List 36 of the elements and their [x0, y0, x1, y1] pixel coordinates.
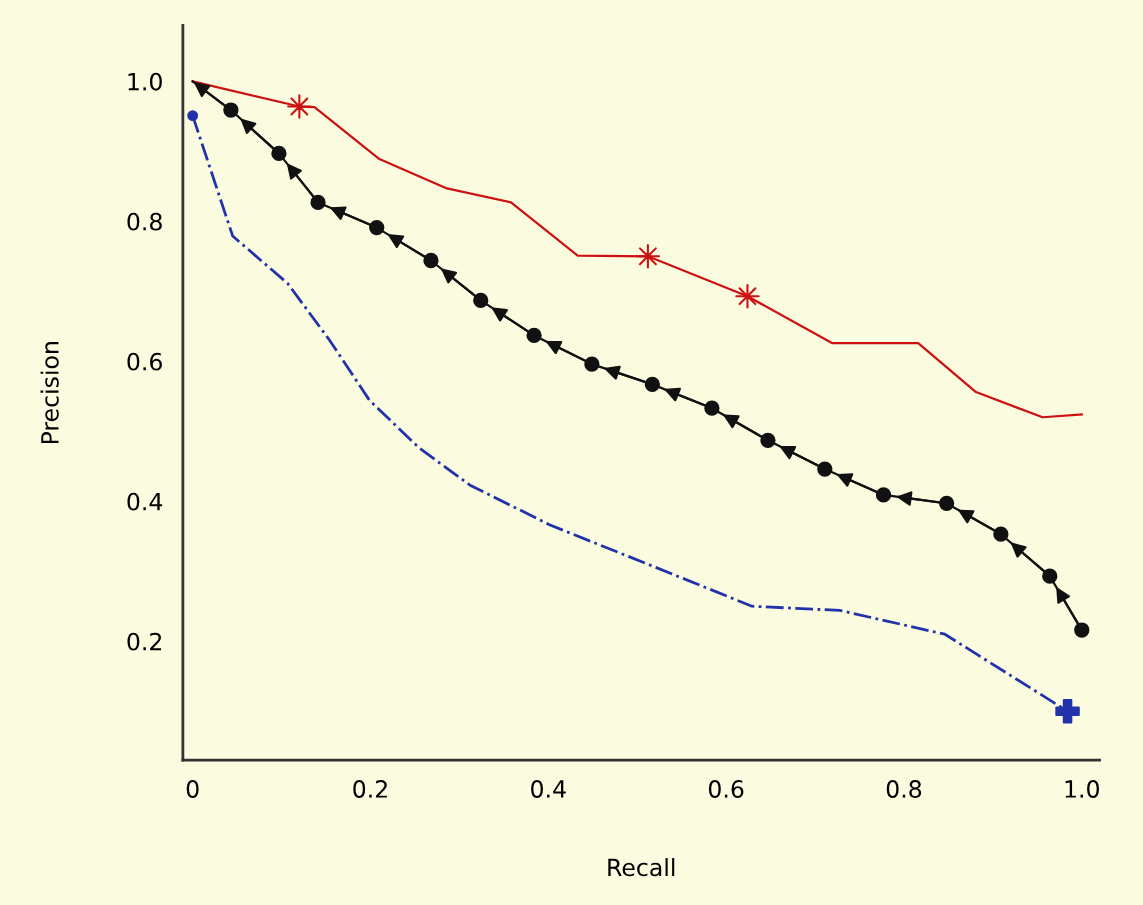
point — [187, 110, 199, 122]
point — [1074, 622, 1090, 638]
line-series — [191, 80, 1083, 419]
point — [938, 495, 955, 511]
point — [1042, 568, 1058, 584]
x-tick-label: 0.4 — [531, 780, 566, 798]
point — [735, 283, 760, 309]
x-tick-label: 0.6 — [708, 780, 744, 798]
point — [526, 327, 542, 344]
y-tick-label: 0.4 — [127, 492, 163, 511]
point — [1055, 698, 1080, 724]
x-axis-title: Recall — [608, 858, 675, 877]
y-tick-label: 0.2 — [127, 632, 162, 651]
point — [369, 219, 385, 236]
y-axis-title: Precision — [40, 342, 59, 444]
x-tick-label: 1.0 — [1065, 780, 1099, 798]
point — [473, 292, 489, 309]
point — [875, 487, 892, 503]
x-tick-label: 0 — [186, 780, 199, 798]
point — [635, 244, 661, 269]
y-tick-label: 1.0 — [128, 72, 162, 91]
point — [223, 102, 239, 118]
point — [760, 432, 776, 449]
y-tick-label: 0.8 — [127, 212, 162, 231]
point — [271, 145, 287, 162]
point — [993, 526, 1009, 542]
x-tick-label: 0.2 — [353, 780, 387, 798]
y-tick-label: 0.6 — [127, 352, 162, 371]
point — [704, 400, 720, 416]
point — [287, 94, 312, 119]
point — [817, 461, 833, 477]
point — [423, 252, 439, 269]
point — [644, 376, 660, 393]
point — [310, 194, 326, 211]
x-tick-label: 0.8 — [886, 780, 922, 798]
point — [584, 356, 600, 372]
